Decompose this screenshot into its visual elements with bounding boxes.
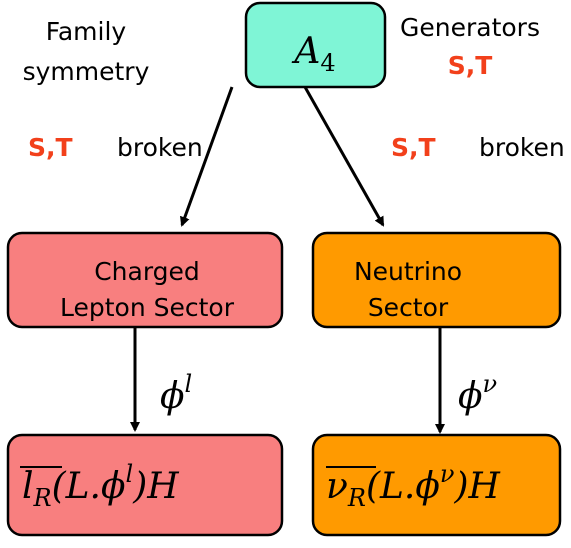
arrow <box>180 86 234 227</box>
annotation: Generators <box>400 13 540 42</box>
annotation: S,T <box>391 133 436 162</box>
node-box <box>6 433 284 537</box>
annotation: broken <box>479 133 565 162</box>
node-box <box>6 231 284 329</box>
node-label: Lepton Sector <box>60 293 235 322</box>
node-label: Sector <box>368 293 449 322</box>
annotation: S,T <box>448 51 493 80</box>
annotation: ϕl <box>160 370 192 417</box>
annotation: Family <box>46 17 127 46</box>
node-box <box>311 433 562 537</box>
node-label: lR(L.ϕl)H <box>22 460 179 512</box>
node-box <box>311 231 562 329</box>
node-label: A4 <box>291 31 335 77</box>
annotation: ϕν <box>458 370 497 417</box>
node-label: Charged <box>94 257 200 286</box>
arrow <box>303 86 385 227</box>
node-box <box>244 1 387 89</box>
annotation: S,T <box>28 133 73 162</box>
annotation: symmetry <box>23 57 150 86</box>
node-label: νR(L.ϕν)H <box>326 460 501 512</box>
annotation: broken <box>117 133 203 162</box>
node-label: Neutrino <box>354 257 462 286</box>
